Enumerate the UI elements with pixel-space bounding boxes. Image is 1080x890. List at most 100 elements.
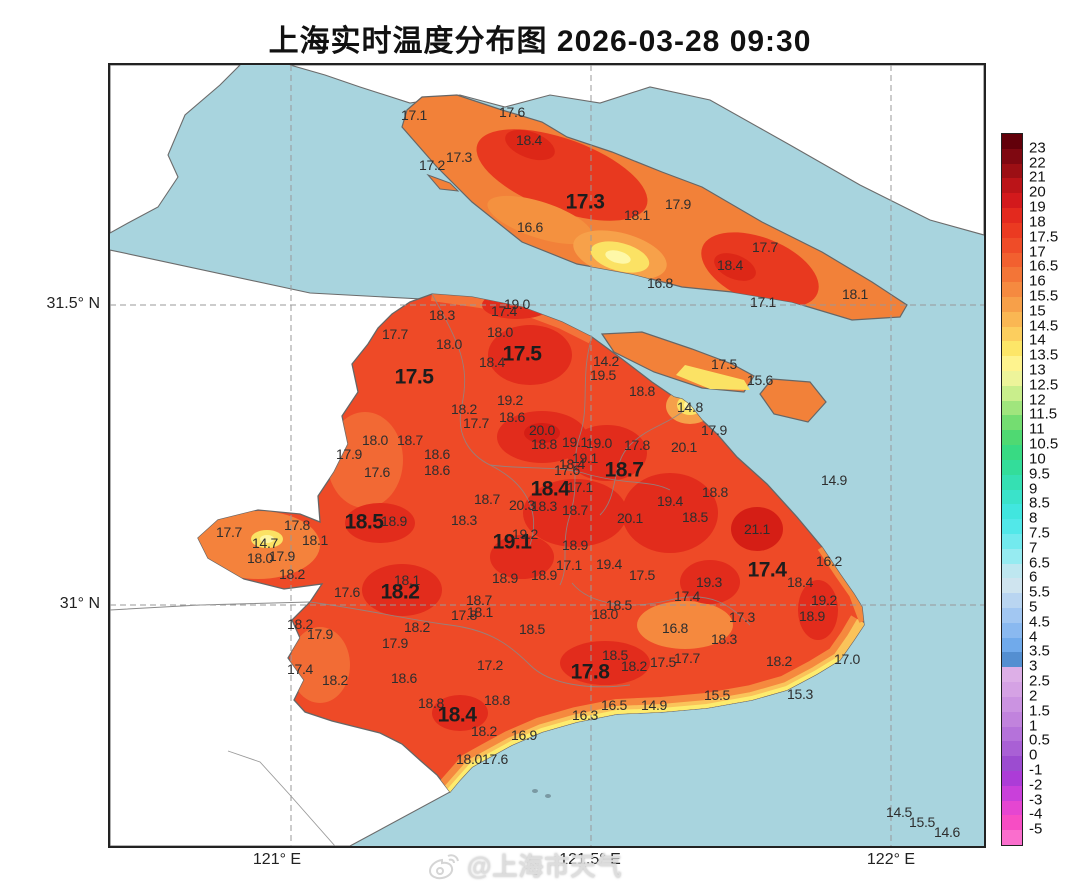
weibo-icon [428, 854, 459, 880]
colorbar-label: 4.5 [1029, 613, 1050, 631]
colorbar-label: 12.5 [1029, 376, 1059, 394]
colorbar-label: 14 [1029, 331, 1046, 349]
colorbar-strip [1002, 785, 1022, 801]
colorbar-label: 15 [1029, 302, 1046, 320]
colorbar-strip [1002, 148, 1022, 164]
colorbar-label: 1.5 [1029, 702, 1050, 720]
colorbar-label: 18 [1029, 213, 1046, 231]
lat-label-31-5n: 31.5° N [46, 295, 100, 312]
colorbar-label: -4 [1029, 805, 1043, 823]
colorbar-strip [1002, 815, 1022, 831]
colorbar-label: 22 [1029, 154, 1046, 172]
colorbar-strip [1002, 445, 1022, 460]
colorbar-strip [1002, 459, 1022, 475]
colorbar-strip [1002, 622, 1022, 638]
map-svg [110, 65, 984, 846]
graticule [110, 65, 984, 846]
colorbar-strip [1002, 519, 1022, 534]
colorbar-strip [1002, 326, 1022, 342]
land-jiangsu-northwest [110, 65, 241, 234]
colorbar-strip [1002, 533, 1022, 549]
colorbar-label: 8.5 [1029, 494, 1050, 512]
page-title: 上海实时温度分布图 2026-03-28 09:30 [268, 25, 812, 58]
colorbar-label: 20 [1029, 183, 1046, 201]
colorbar-strip [1002, 548, 1022, 564]
colorbar-label: 11 [1029, 420, 1045, 438]
lon-label-122e: 122° E [866, 851, 916, 868]
colorbar-strips [1001, 133, 1023, 846]
colorbar-strip [1002, 504, 1022, 520]
colorbar-label: 9.5 [1029, 465, 1050, 483]
colorbar-strip [1002, 830, 1022, 845]
colorbar-strip [1002, 652, 1022, 668]
colorbar-label: -5 [1029, 820, 1043, 838]
colorbar-label: 19 [1029, 198, 1046, 216]
colorbar-strip [1002, 163, 1022, 179]
lat-label-31n: 31° N [59, 595, 100, 612]
colorbar-strip [1002, 593, 1022, 608]
colorbar-strip [1002, 474, 1022, 490]
colorbar-strip [1002, 578, 1022, 594]
colorbar-strip [1002, 178, 1022, 194]
colorbar-strip [1002, 356, 1022, 371]
bay-islet [545, 794, 551, 798]
colorbar-label: 10 [1029, 450, 1046, 468]
shanghai-mainland [197, 293, 865, 794]
colorbar-label: 11.5 [1029, 405, 1058, 423]
colorbar-strip [1002, 696, 1022, 712]
colorbar-label: 3.5 [1029, 642, 1050, 660]
colorbar-strip [1002, 385, 1022, 401]
changxing-island [600, 331, 755, 393]
colorbar-label: 17.5 [1029, 228, 1059, 246]
colorbar-strip [1002, 489, 1022, 505]
colorbar-strip [1002, 756, 1022, 771]
colorbar-strip [1002, 400, 1022, 416]
colorbar-strip [1002, 741, 1022, 757]
colorbar-strip [1002, 252, 1022, 268]
colorbar-label: 3 [1029, 657, 1038, 675]
colorbar-strip [1002, 341, 1022, 357]
colorbar-label: 13.5 [1029, 346, 1059, 364]
land-jiangsu-north-band [289, 65, 984, 236]
bay-islet [532, 789, 538, 793]
colorbar-strip [1002, 637, 1022, 653]
colorbar-label: 0 [1029, 746, 1038, 764]
colorbar-label: 2.5 [1029, 672, 1050, 690]
colorbar-label: 5 [1029, 598, 1038, 616]
colorbar-strip [1002, 563, 1022, 579]
colorbar-label: 17 [1029, 243, 1046, 260]
colorbar-strip [1002, 296, 1022, 312]
colorbar-strip [1002, 193, 1022, 209]
colorbar-label: -1 [1029, 761, 1043, 779]
colorbar-label: -2 [1029, 776, 1043, 794]
colorbar-strip [1002, 208, 1022, 223]
colorbar-strip [1002, 726, 1022, 742]
colorbar-label: 6 [1029, 568, 1038, 586]
colorbar-label: 9 [1029, 480, 1038, 497]
colorbar-label: 16.5 [1029, 257, 1059, 275]
colorbar-label: 5.5 [1029, 583, 1050, 601]
colorbar-strip [1002, 222, 1022, 238]
colorbar-label: 23 [1029, 139, 1046, 157]
lon-label-121-5e: 121.5° E [559, 851, 621, 868]
colorbar-label: -3 [1029, 791, 1043, 809]
colorbar-strip [1002, 711, 1022, 727]
colorbar-label: 6.5 [1029, 554, 1050, 572]
map-canvas: 17.1 17.6 18.4 17.3 17.2 17.3 17.9 18.1 16.6 17.7… [108, 63, 986, 848]
colorbar-label: 16 [1029, 272, 1046, 290]
sliver-island [426, 173, 460, 192]
colorbar-strip [1002, 237, 1022, 253]
colorbar-strip [1002, 800, 1022, 816]
colorbar-strip [1002, 134, 1022, 149]
colorbar-strip [1002, 415, 1022, 431]
colorbar-strip [1002, 267, 1022, 283]
colorbar-strip [1002, 282, 1022, 297]
colorbar-label: 7.5 [1029, 524, 1050, 542]
colorbar-label: 2 [1029, 687, 1038, 705]
colorbar-strip [1002, 371, 1022, 386]
hengsha-island [759, 378, 827, 423]
colorbar-strip [1002, 608, 1022, 623]
colorbar-strip [1002, 770, 1022, 786]
colorbar-strip [1002, 311, 1022, 327]
